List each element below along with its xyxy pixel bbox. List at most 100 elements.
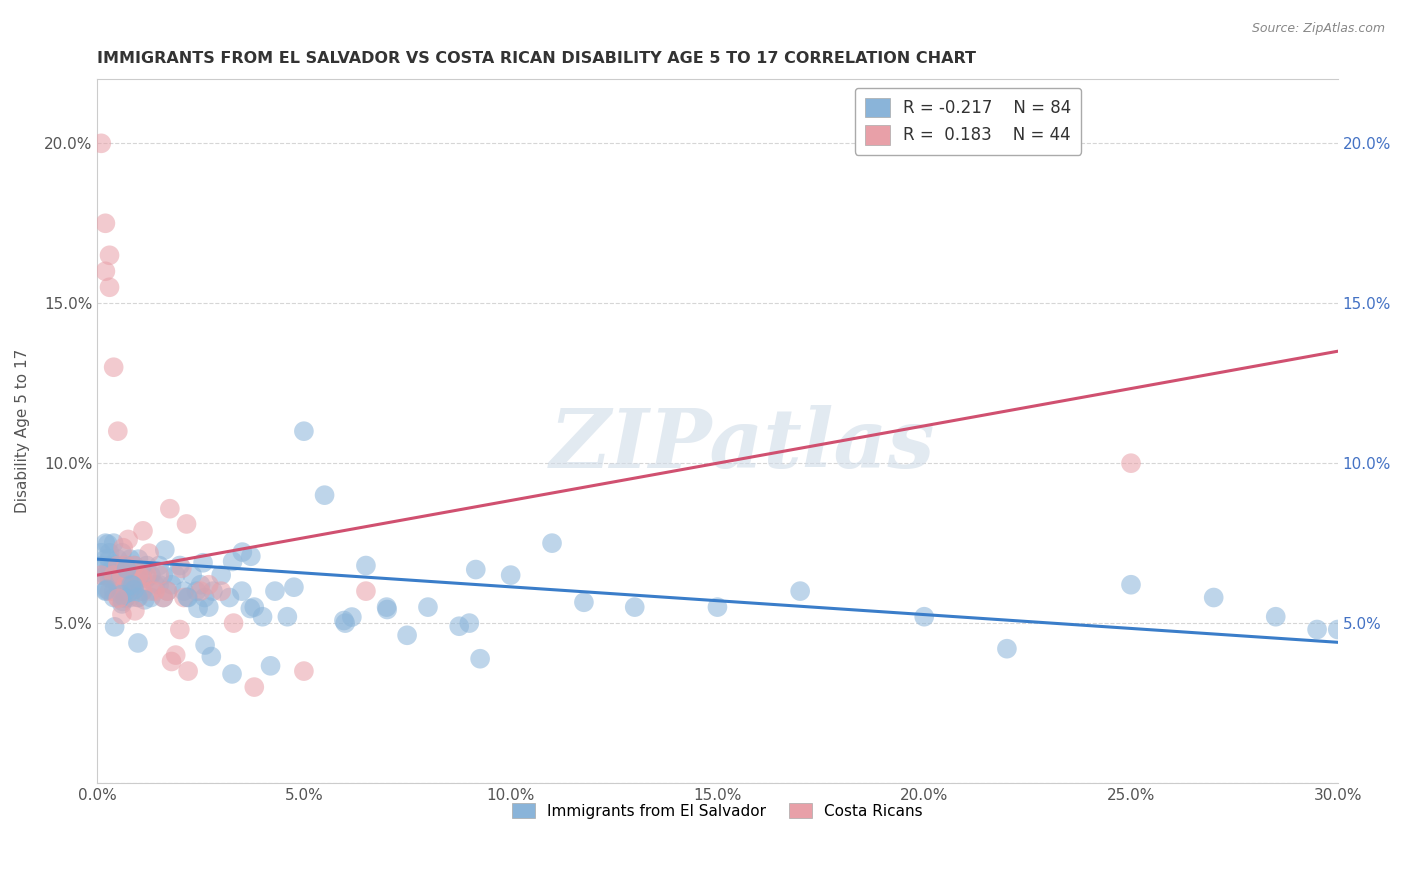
Point (115, 591, 138, 605)
Point (111, 584, 134, 599)
Point (94, 536, 117, 550)
Point (124, 582, 146, 597)
Point (124, 578, 146, 592)
Point (117, 533, 139, 547)
Point (143, 584, 166, 599)
Point (464, 563, 486, 577)
Point (107, 424, 129, 438)
Point (152, 568, 174, 582)
Point (124, 558, 146, 573)
Point (156, 584, 179, 599)
Point (127, 591, 149, 605)
Point (103, 591, 125, 605)
Point (201, 584, 224, 599)
Point (292, 424, 315, 438)
Point (135, 558, 157, 573)
Point (148, 578, 170, 592)
Text: IMMIGRANTS FROM EL SALVADOR VS COSTA RICAN DISABILITY AGE 5 TO 17 CORRELATION CH: IMMIGRANTS FROM EL SALVADOR VS COSTA RIC… (97, 51, 976, 66)
Point (194, 638, 217, 652)
Point (103, 568, 125, 582)
Point (90, 568, 112, 582)
Point (231, 584, 253, 599)
Point (159, 501, 181, 516)
Point (1264, 609, 1286, 624)
Point (231, 545, 253, 559)
Point (131, 565, 153, 579)
Point (314, 488, 336, 502)
Point (152, 591, 174, 605)
Point (354, 584, 377, 599)
Point (96, 582, 118, 597)
Point (190, 578, 212, 592)
Point (243, 600, 266, 615)
Point (107, 558, 129, 573)
Point (115, 558, 138, 573)
Point (103, 584, 125, 599)
Point (375, 602, 398, 616)
Point (283, 580, 305, 594)
Point (98, 565, 121, 579)
Point (160, 655, 183, 669)
Point (239, 601, 262, 615)
Point (127, 568, 149, 582)
Point (107, 578, 129, 592)
Point (173, 584, 195, 599)
Point (165, 568, 187, 582)
Point (111, 597, 134, 611)
Point (143, 578, 166, 592)
Point (169, 623, 191, 637)
Point (111, 565, 134, 579)
Point (194, 591, 217, 605)
Point (120, 568, 142, 582)
Point (354, 558, 377, 573)
Point (127, 636, 149, 650)
Point (264, 584, 287, 599)
Point (124, 578, 146, 592)
Point (111, 607, 134, 622)
Point (148, 558, 170, 573)
Point (170, 561, 193, 575)
Point (134, 592, 156, 607)
Point (98, 584, 121, 599)
Point (1326, 623, 1348, 637)
Point (177, 591, 200, 605)
Point (103, 558, 125, 573)
Point (335, 616, 357, 631)
Point (176, 591, 198, 605)
Point (221, 667, 243, 681)
Point (131, 584, 153, 599)
Point (276, 609, 298, 624)
Point (396, 628, 419, 642)
Point (115, 558, 138, 573)
Point (209, 568, 232, 582)
Point (107, 552, 129, 566)
Point (191, 556, 214, 570)
Point (222, 616, 245, 631)
Point (243, 680, 266, 694)
Point (103, 536, 125, 550)
Point (94, 264, 117, 278)
Point (110, 588, 132, 602)
Point (706, 600, 728, 615)
Point (127, 552, 149, 566)
Point (333, 614, 356, 628)
Point (139, 584, 162, 599)
Point (148, 568, 170, 582)
Point (120, 591, 142, 605)
Point (112, 541, 135, 555)
Point (138, 546, 160, 560)
Point (115, 578, 138, 592)
Point (912, 609, 935, 624)
Point (111, 546, 134, 560)
Point (181, 568, 204, 582)
Point (173, 591, 195, 605)
Point (252, 609, 274, 624)
Point (103, 568, 125, 582)
Point (218, 591, 240, 605)
Point (90, 558, 112, 573)
Legend: Immigrants from El Salvador, Costa Ricans: Immigrants from El Salvador, Costa Rican… (506, 797, 929, 825)
Point (1306, 623, 1329, 637)
Point (120, 584, 142, 599)
Point (197, 600, 219, 615)
Point (90, 568, 112, 582)
